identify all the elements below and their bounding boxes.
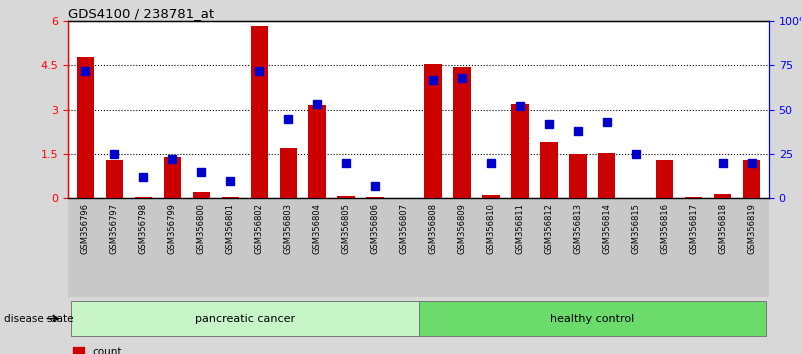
Text: GSM356811: GSM356811 bbox=[515, 203, 525, 254]
Bar bbox=[308, 105, 326, 198]
Text: GSM356815: GSM356815 bbox=[631, 203, 640, 254]
Text: GSM356798: GSM356798 bbox=[139, 203, 148, 254]
Bar bbox=[425, 64, 441, 198]
Bar bbox=[337, 196, 355, 198]
Bar bbox=[685, 197, 702, 198]
Text: GSM356809: GSM356809 bbox=[457, 203, 466, 254]
Text: GSM356817: GSM356817 bbox=[689, 203, 698, 254]
Text: GSM356807: GSM356807 bbox=[400, 203, 409, 254]
Bar bbox=[251, 26, 268, 198]
Bar bbox=[366, 197, 384, 198]
Text: GSM356805: GSM356805 bbox=[341, 203, 351, 254]
Bar bbox=[598, 153, 615, 198]
Bar bbox=[511, 104, 529, 198]
Text: GSM356802: GSM356802 bbox=[255, 203, 264, 254]
Legend: count, percentile rank within the sample: count, percentile rank within the sample bbox=[74, 347, 268, 354]
Bar bbox=[77, 57, 95, 198]
Text: GSM356799: GSM356799 bbox=[168, 203, 177, 254]
Text: GSM356800: GSM356800 bbox=[197, 203, 206, 254]
Text: GSM356801: GSM356801 bbox=[226, 203, 235, 254]
Text: GSM356814: GSM356814 bbox=[602, 203, 611, 254]
Bar bbox=[482, 195, 500, 198]
Bar bbox=[163, 157, 181, 198]
Bar bbox=[192, 192, 210, 198]
Bar bbox=[714, 194, 731, 198]
Bar bbox=[135, 197, 152, 198]
Text: GSM356818: GSM356818 bbox=[718, 203, 727, 254]
Bar bbox=[453, 67, 471, 198]
Bar bbox=[222, 197, 239, 198]
Text: GSM356816: GSM356816 bbox=[660, 203, 669, 254]
Text: GSM356806: GSM356806 bbox=[371, 203, 380, 254]
Text: GSM356813: GSM356813 bbox=[574, 203, 582, 254]
Text: GSM356819: GSM356819 bbox=[747, 203, 756, 254]
Text: GSM356797: GSM356797 bbox=[110, 203, 119, 254]
Text: disease state: disease state bbox=[4, 314, 74, 324]
Text: GDS4100 / 238781_at: GDS4100 / 238781_at bbox=[68, 7, 214, 20]
Bar bbox=[656, 160, 674, 198]
Bar bbox=[540, 142, 557, 198]
Text: GSM356810: GSM356810 bbox=[486, 203, 496, 254]
FancyBboxPatch shape bbox=[71, 301, 418, 336]
Bar bbox=[106, 160, 123, 198]
Bar bbox=[280, 148, 297, 198]
FancyBboxPatch shape bbox=[418, 301, 766, 336]
Bar bbox=[570, 154, 586, 198]
Text: GSM356804: GSM356804 bbox=[312, 203, 322, 254]
Text: GSM356808: GSM356808 bbox=[429, 203, 437, 254]
Text: GSM356812: GSM356812 bbox=[545, 203, 553, 254]
Text: pancreatic cancer: pancreatic cancer bbox=[195, 314, 295, 324]
Bar bbox=[743, 160, 760, 198]
Text: GSM356803: GSM356803 bbox=[284, 203, 292, 254]
Text: GSM356796: GSM356796 bbox=[81, 203, 90, 254]
Text: healthy control: healthy control bbox=[550, 314, 634, 324]
